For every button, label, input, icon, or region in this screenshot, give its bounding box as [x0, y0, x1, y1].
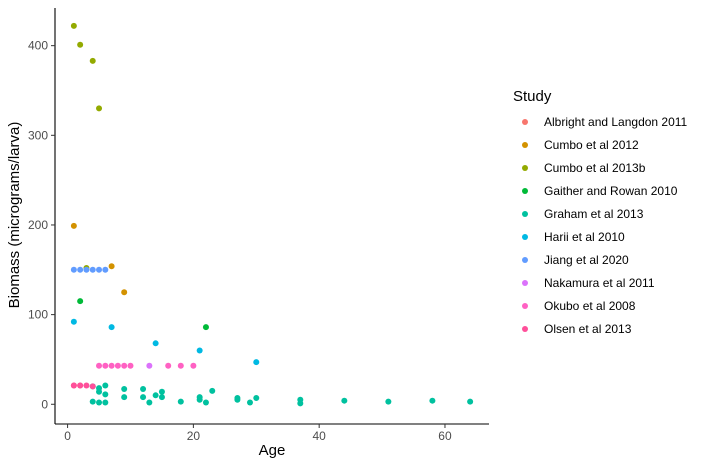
data-point — [127, 362, 134, 369]
legend-label: Cumbo et al 2013b — [544, 161, 646, 175]
data-point — [102, 391, 109, 398]
y-tick-label: 200 — [28, 218, 48, 232]
legend-key — [522, 188, 528, 194]
data-point — [165, 362, 172, 369]
data-point — [177, 362, 184, 369]
legend-items: Albright and Langdon 2011 Cumbo et al 201… — [522, 115, 688, 336]
data-point — [234, 396, 241, 403]
points-layer — [70, 22, 474, 407]
data-point — [246, 399, 253, 406]
data-point — [89, 266, 96, 273]
data-point — [467, 398, 474, 405]
legend-title: Study — [513, 88, 552, 105]
data-point — [121, 362, 128, 369]
data-point — [114, 362, 121, 369]
data-point — [96, 388, 103, 395]
legend-key — [522, 142, 528, 148]
data-point — [70, 318, 77, 325]
y-ticks: 0 100 200 300 400 — [28, 39, 55, 411]
data-point — [102, 266, 109, 273]
legend-key — [522, 211, 528, 217]
data-point — [297, 400, 304, 407]
data-point — [158, 394, 165, 401]
legend-key — [522, 280, 528, 286]
data-point — [77, 266, 84, 273]
legend-label: Nakamura et al 2011 — [544, 276, 655, 290]
data-point — [108, 324, 115, 331]
data-point — [152, 392, 159, 399]
x-axis-title: Age — [259, 442, 286, 459]
data-point — [121, 394, 128, 401]
data-point — [108, 263, 115, 270]
data-point — [385, 398, 392, 405]
x-tick-label: 0 — [64, 429, 71, 443]
data-point — [121, 386, 128, 393]
data-point — [70, 382, 77, 389]
y-tick-label: 0 — [41, 397, 48, 411]
data-point — [77, 41, 84, 48]
data-point — [202, 324, 209, 331]
x-tick-label: 40 — [312, 429, 326, 443]
legend-key — [522, 119, 528, 125]
legend-key — [522, 234, 528, 240]
legend-key — [522, 165, 528, 171]
data-point — [140, 386, 147, 393]
legend-label: Harii et al 2010 — [544, 230, 625, 244]
legend-key — [522, 257, 528, 263]
data-point — [209, 387, 216, 394]
data-point — [146, 362, 153, 369]
data-point — [77, 382, 84, 389]
legend-key — [522, 326, 528, 332]
data-point — [121, 289, 128, 296]
y-tick-label: 300 — [28, 128, 48, 142]
y-tick-label: 400 — [28, 39, 48, 53]
data-point — [146, 399, 153, 406]
legend-label: Jiang et al 2020 — [544, 253, 629, 267]
data-point — [253, 359, 260, 366]
data-point — [70, 222, 77, 229]
data-point — [196, 347, 203, 354]
data-point — [152, 340, 159, 347]
data-point — [96, 266, 103, 273]
y-tick-label: 100 — [28, 308, 48, 322]
legend-label: Cumbo et al 2012 — [544, 138, 639, 152]
data-point — [89, 398, 96, 405]
data-point — [108, 362, 115, 369]
x-tick-label: 20 — [187, 429, 201, 443]
legend-label: Albright and Langdon 2011 — [544, 115, 688, 129]
legend-key — [522, 303, 528, 309]
data-point — [202, 399, 209, 406]
data-point — [77, 298, 84, 305]
data-point — [83, 266, 90, 273]
data-point — [190, 362, 197, 369]
legend-label: Olsen et al 2013 — [544, 322, 632, 336]
x-tick-label: 60 — [438, 429, 452, 443]
legend-label: Graham et al 2013 — [544, 207, 644, 221]
legend-label: Okubo et al 2008 — [544, 299, 636, 313]
data-point — [102, 399, 109, 406]
legend: Study Albright and Langdon 2011 Cumbo et … — [513, 88, 688, 336]
data-point — [177, 398, 184, 405]
data-point — [253, 395, 260, 401]
data-point — [140, 394, 147, 401]
data-point — [196, 396, 203, 403]
data-point — [70, 22, 77, 29]
data-point — [429, 397, 436, 404]
data-point — [158, 388, 165, 395]
data-point — [96, 105, 103, 112]
data-point — [96, 362, 103, 369]
y-axis-title: Biomass (micrograms/larva) — [6, 122, 23, 309]
data-point — [89, 383, 96, 390]
legend-label: Gaither and Rowan 2010 — [544, 184, 678, 198]
data-point — [89, 57, 96, 64]
data-point — [102, 382, 109, 389]
data-point — [102, 362, 109, 369]
x-ticks: 0 20 40 60 — [64, 424, 452, 443]
data-point — [83, 382, 90, 389]
data-point — [70, 266, 77, 273]
data-point — [341, 397, 348, 404]
data-point — [96, 399, 103, 406]
